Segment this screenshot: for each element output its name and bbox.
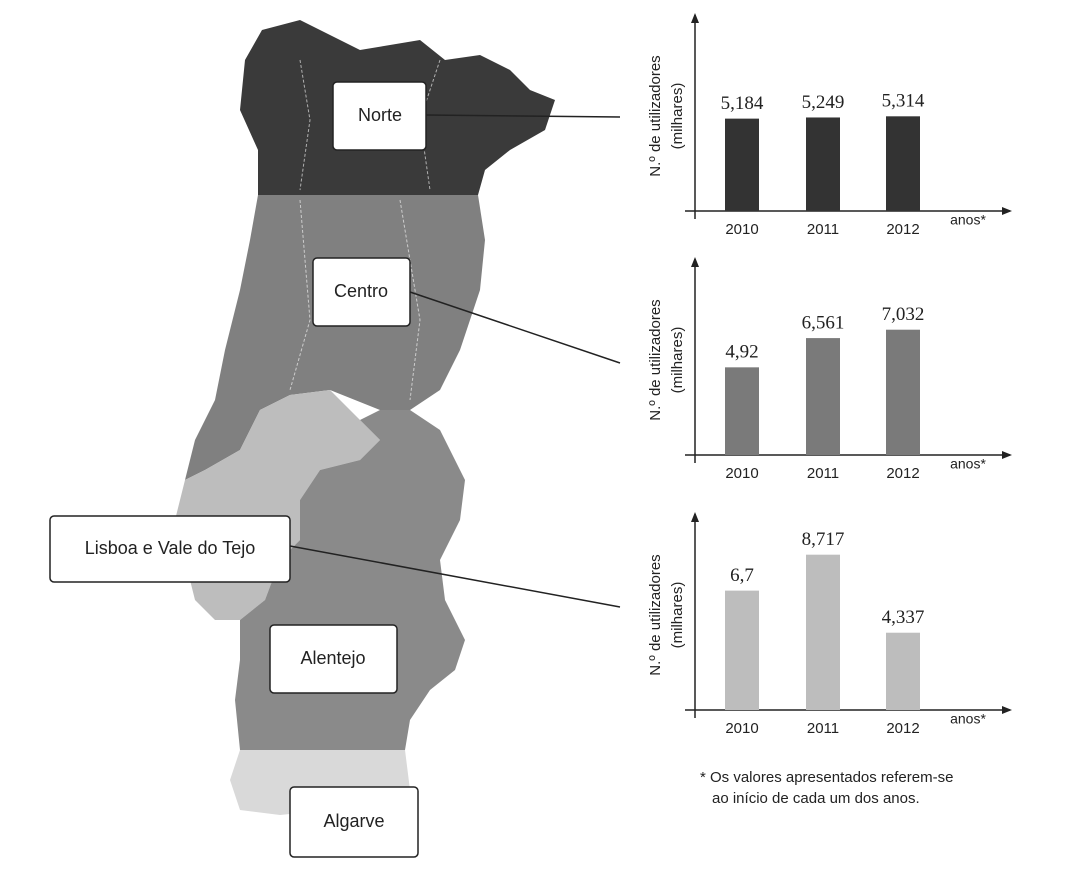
region-label: Norte bbox=[358, 105, 402, 125]
region-label: Centro bbox=[334, 281, 388, 301]
bar bbox=[806, 338, 840, 455]
y-axis-arrow bbox=[691, 512, 699, 522]
bar bbox=[725, 367, 759, 455]
bar bbox=[886, 632, 920, 710]
region-label: Algarve bbox=[323, 811, 384, 831]
y-axis-arrow bbox=[691, 257, 699, 267]
y-axis-label: N.º de utilizadores bbox=[647, 55, 664, 176]
sub-border bbox=[289, 59, 441, 401]
bar bbox=[886, 329, 920, 455]
x-axis-arrow bbox=[1002, 451, 1012, 459]
region-label: Alentejo bbox=[300, 648, 365, 668]
y-axis-label: (milhares) bbox=[669, 83, 686, 150]
bar bbox=[725, 118, 759, 211]
value-label: 7,032 bbox=[882, 304, 925, 325]
x-tick-label: 2010 bbox=[725, 221, 758, 238]
x-tick-label: 2012 bbox=[886, 465, 919, 482]
bar bbox=[725, 590, 759, 710]
footnote: * Os valores apresentados referem-se bbox=[700, 769, 953, 786]
x-tick-label: 2012 bbox=[886, 221, 919, 238]
x-tick-label: 2011 bbox=[807, 465, 839, 482]
leader-line bbox=[425, 114, 621, 118]
x-axis-arrow bbox=[1002, 706, 1012, 714]
x-axis-label: anos* bbox=[950, 212, 986, 228]
label-box bbox=[312, 257, 411, 327]
footnote: ao início de cada um dos anos. bbox=[712, 790, 920, 807]
leaders bbox=[289, 114, 621, 608]
leader-line bbox=[289, 545, 621, 608]
label-box bbox=[269, 624, 398, 694]
label-box bbox=[49, 515, 291, 583]
value-label: 4,337 bbox=[882, 607, 925, 628]
value-label: 6,7 bbox=[730, 565, 754, 586]
bar bbox=[806, 117, 840, 211]
x-tick-label: 2010 bbox=[725, 465, 758, 482]
leader-line bbox=[409, 291, 621, 364]
value-label: 5,249 bbox=[802, 92, 845, 113]
value-label: 5,184 bbox=[721, 93, 764, 114]
label-box bbox=[332, 81, 427, 151]
y-axis-label: (milhares) bbox=[669, 582, 686, 649]
y-axis-arrow bbox=[691, 13, 699, 23]
bar bbox=[806, 554, 840, 710]
x-tick-label: 2012 bbox=[886, 720, 919, 737]
y-axis-label: (milhares) bbox=[669, 327, 686, 394]
region-label: Lisboa e Vale do Tejo bbox=[85, 538, 255, 558]
value-label: 4,92 bbox=[725, 342, 758, 363]
x-axis-arrow bbox=[1002, 207, 1012, 215]
x-tick-label: 2011 bbox=[807, 720, 839, 737]
value-label: 5,314 bbox=[882, 91, 925, 112]
x-tick-label: 2010 bbox=[725, 720, 758, 737]
y-axis-label: N.º de utilizadores bbox=[647, 554, 664, 675]
value-label: 8,717 bbox=[802, 529, 845, 550]
x-axis-label: anos* bbox=[950, 456, 986, 472]
x-axis-label: anos* bbox=[950, 711, 986, 727]
value-label: 6,561 bbox=[802, 312, 845, 333]
y-axis-label: N.º de utilizadores bbox=[647, 299, 664, 420]
label-box bbox=[289, 786, 419, 858]
x-tick-label: 2011 bbox=[807, 221, 839, 238]
bar bbox=[886, 116, 920, 211]
